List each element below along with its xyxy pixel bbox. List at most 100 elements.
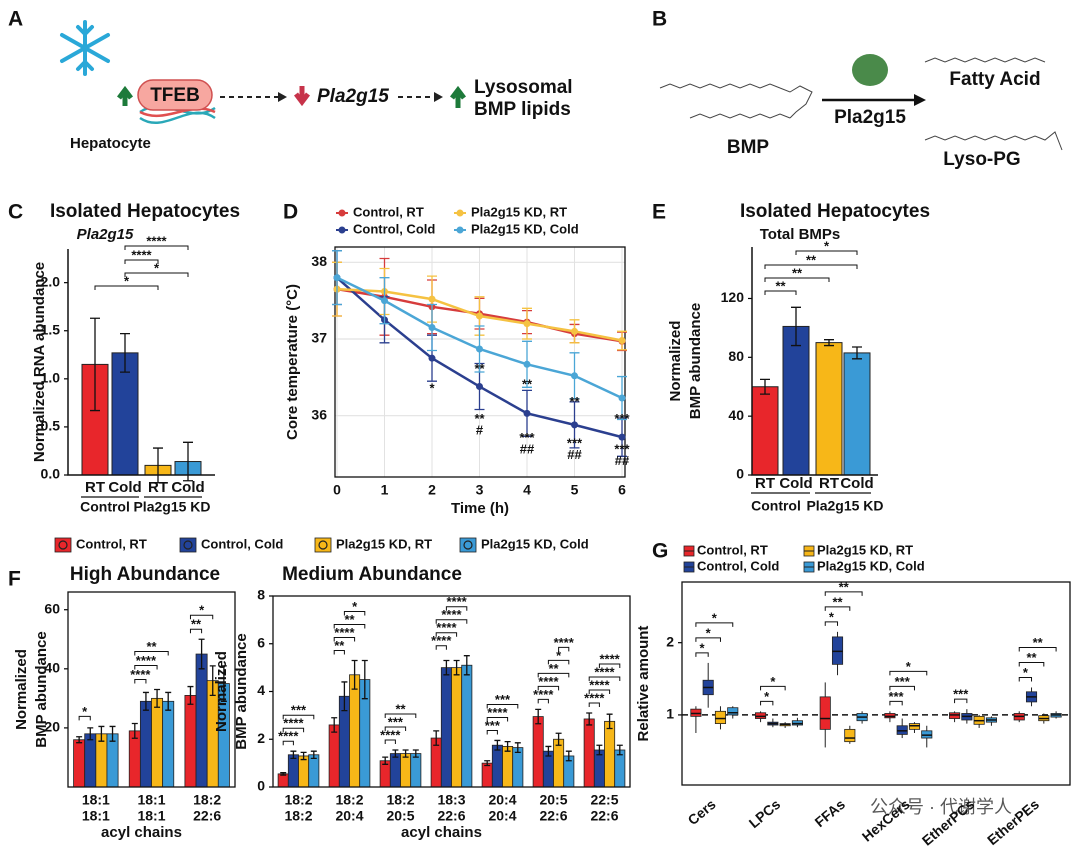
x-tick-label: 20:4 <box>488 792 516 808</box>
box <box>727 707 739 716</box>
y-axis-label: Normalized <box>13 649 30 730</box>
legend-label: Control, Cold <box>697 558 779 573</box>
significance-bracket <box>760 685 786 691</box>
significance-bracket <box>282 740 294 746</box>
x-tick-label: 22:6 <box>193 808 221 824</box>
bar <box>440 667 452 788</box>
tfeb-label: TFEB <box>150 85 200 106</box>
significance-label: *** <box>485 718 501 733</box>
panel-label: D <box>283 201 298 224</box>
line-point <box>428 295 436 303</box>
cell-label: Hepatocyte <box>70 135 151 152</box>
error-bar <box>596 744 603 756</box>
bar <box>308 754 320 788</box>
line-point <box>428 324 436 331</box>
significance-label: * <box>906 659 912 674</box>
error-bar <box>109 725 116 742</box>
legend-swatch-dot <box>318 540 328 550</box>
significance-label: ** <box>832 594 843 609</box>
bar <box>410 753 422 788</box>
plot-frame <box>334 246 626 478</box>
error-bar <box>494 739 501 751</box>
significance-label: * <box>770 674 776 689</box>
product-label: BMP lipids <box>474 99 571 120</box>
significance-bracket <box>889 670 928 676</box>
x-tick-label: LPCs <box>746 796 784 831</box>
significance-label: ** <box>522 376 533 391</box>
line-point <box>476 345 483 353</box>
significance-label: **** <box>436 620 457 635</box>
significance-bracket <box>282 714 315 720</box>
significance-label: **** <box>538 674 559 689</box>
bar <box>184 695 197 788</box>
chart-title: High Abundance <box>70 564 220 585</box>
error-bar <box>606 713 613 730</box>
significance-bracket <box>558 646 570 652</box>
significance-bracket <box>824 621 839 626</box>
y-tick-label: 40 <box>728 407 744 423</box>
significance-label: **** <box>278 729 299 744</box>
error-bar <box>791 306 801 347</box>
axis-line <box>67 249 215 476</box>
x-tick-label: 5 <box>571 482 579 498</box>
bar <box>481 762 493 788</box>
bar <box>139 700 152 788</box>
y-axis-label: Normalized <box>667 321 684 402</box>
significance-label: **** <box>487 705 508 720</box>
x-axis-label: acyl chains <box>101 824 182 841</box>
bar <box>593 749 605 788</box>
significance-label: **** <box>584 690 605 705</box>
legend-swatch <box>338 209 346 217</box>
significance-bracket <box>486 716 509 722</box>
chart-title: Isolated Hepatocytes <box>50 201 240 222</box>
significance-label: * <box>154 260 160 275</box>
significance-bracket <box>824 606 851 611</box>
x-tick-label: 18:2 <box>284 792 312 808</box>
legend-label: Pla2g15 KD, Cold <box>481 536 589 551</box>
bar <box>287 754 299 788</box>
x-tick-label: RT <box>148 479 168 496</box>
x-tick-label: 18:2 <box>386 792 414 808</box>
bar <box>451 667 463 788</box>
lysopg-chain <box>924 131 1063 151</box>
x-tick-label: 1 <box>381 482 389 498</box>
error-bar <box>361 659 368 700</box>
bar <box>328 724 340 788</box>
legend-label: Pla2g15 KD, RT <box>817 542 913 557</box>
legend-swatch <box>456 226 464 234</box>
significance-bracket <box>445 606 468 611</box>
significance-bracket <box>588 676 621 681</box>
bar <box>751 386 779 476</box>
significance-label: **** <box>441 607 462 622</box>
x-tick-label: FFAs <box>811 796 848 830</box>
x-tick-label: 20:5 <box>539 792 567 808</box>
y-tick-label: 6 <box>257 634 265 650</box>
significance-bracket <box>134 679 147 684</box>
significance-bracket <box>384 726 407 731</box>
significance-bracket <box>889 700 903 706</box>
up-arrow <box>117 85 133 106</box>
bar <box>128 730 141 788</box>
line-point <box>618 394 626 402</box>
chart-title: Isolated Hepatocytes <box>740 201 930 222</box>
significance-bracket <box>764 264 858 269</box>
line-point <box>523 360 531 368</box>
line-point <box>428 354 436 362</box>
chart-subtitle: Pla2g15 <box>77 226 134 243</box>
error-bar <box>351 659 358 690</box>
x-tick-label: 18:1 <box>82 808 110 824</box>
bar <box>111 352 139 476</box>
error-bar <box>142 691 149 711</box>
error-bar <box>198 638 205 670</box>
dna-helix-strand <box>139 107 216 118</box>
tfeb-pill <box>137 79 213 111</box>
significance-bracket <box>1018 646 1057 652</box>
legend-swatch-dot <box>183 540 193 550</box>
significance-label: # <box>476 422 484 437</box>
error-bar <box>90 317 100 412</box>
y-tick-label: 120 <box>721 289 745 305</box>
significance-label: * <box>712 610 718 625</box>
fa-chain <box>924 57 1046 63</box>
significance-bracket <box>537 672 570 678</box>
significance-bracket <box>435 645 447 650</box>
